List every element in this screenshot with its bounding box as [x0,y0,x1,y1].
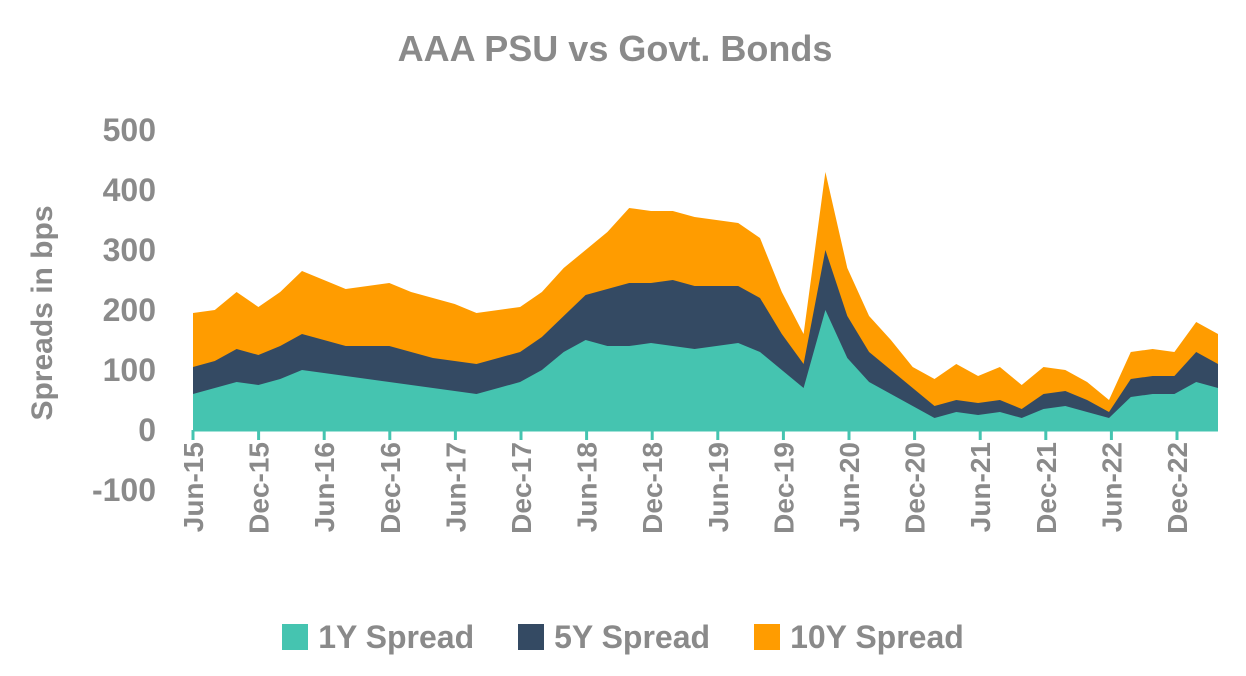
legend-label: 5Y Spread [554,618,711,655]
x-tick-label: Jun-21 [965,442,996,532]
legend-swatch [754,624,781,650]
legend-item-1y-spread: 1Y Spread [282,619,474,656]
x-tick-label: Dec-18 [637,442,668,534]
x-tick-label: Dec-16 [375,442,406,534]
x-tick-label: Dec-21 [1031,442,1062,534]
x-tick-label: Dec-22 [1162,442,1193,534]
y-tick-label: 0 [138,412,156,448]
legend-item-10y-spread: 10Y Spread [754,619,964,656]
chart-plot: -100 0 100 200 300 400 500 Jun-15 Dec-15 Jun-16 D… [26,112,1218,534]
x-axis-ticks: Jun-15 Dec-15 Jun-16 Dec-16 Jun-17 Dec-17 Jun-… [178,430,1193,534]
y-tick-label: 200 [103,292,156,328]
y-axis-title: Spreads in bps [26,205,59,420]
x-tick-label: Jun-17 [440,442,471,532]
legend-swatch [518,624,545,650]
y-tick-label: 500 [103,112,156,148]
y-tick-label: -100 [92,472,156,508]
y-axis-ticks: -100 0 100 200 300 400 500 [92,112,156,508]
y-tick-label: 300 [103,232,156,268]
x-tick-label: Jun-22 [1096,442,1127,532]
y-tick-label: 400 [103,172,156,208]
x-tick-label: Dec-17 [506,442,537,534]
legend-label: 1Y Spread [318,618,475,655]
x-tick-label: Jun-20 [834,442,865,532]
x-tick-label: Jun-19 [703,442,734,532]
series-area-1y-spread [193,310,1218,430]
chart-title: AAA PSU vs Govt. Bonds [397,28,833,69]
y-tick-label: 100 [103,352,156,388]
legend-item-5y-spread: 5Y Spread [518,619,710,656]
x-tick-label: Dec-15 [244,442,275,534]
legend-swatch [282,624,309,650]
legend: 1Y Spread 5Y Spread 10Y Spread [0,612,1246,662]
legend-label: 10Y Spread [790,618,964,655]
series-area-5y-spread [193,250,1218,430]
x-tick-label: Jun-15 [178,442,209,532]
x-tick-label: Jun-16 [309,442,340,532]
x-tick-label: Jun-18 [572,442,603,532]
x-tick-label: Dec-20 [900,442,931,534]
x-tick-label: Dec-19 [768,442,799,534]
series-areas [193,172,1218,430]
